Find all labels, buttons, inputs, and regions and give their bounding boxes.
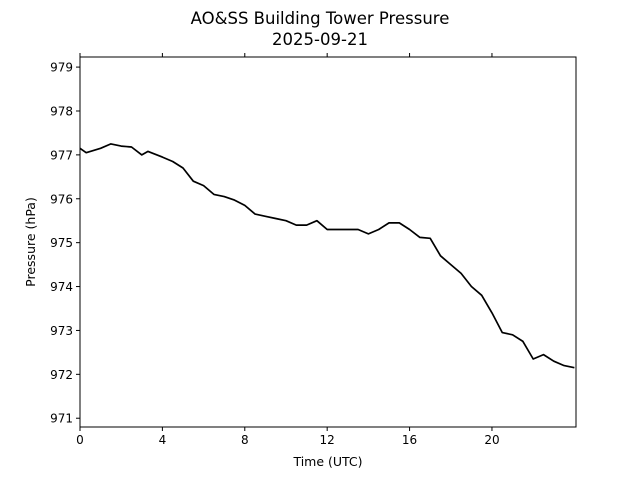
y-tick-label: 972 (50, 368, 73, 382)
pressure-line (79, 143, 575, 369)
x-axis-label: Time (UTC) (292, 454, 362, 469)
x-tick-label: 8 (241, 433, 249, 447)
chart-title: AO&SS Building Tower Pressure (191, 9, 450, 28)
x-tick-label: 4 (159, 433, 167, 447)
y-tick-label: 974 (50, 280, 73, 294)
x-tick-label: 20 (484, 433, 499, 447)
plot-frame (79, 56, 577, 428)
y-tick-label: 976 (50, 192, 73, 206)
chart-subtitle: 2025-09-21 (272, 30, 368, 49)
y-tick-label: 978 (50, 104, 73, 118)
y-tick-label: 979 (50, 61, 73, 75)
y-tick-label: 975 (50, 236, 73, 250)
x-tick-label: 0 (76, 433, 84, 447)
y-tick-label: 977 (50, 148, 73, 162)
x-tick-label: 12 (320, 433, 335, 447)
y-tick-label: 973 (50, 324, 73, 338)
x-tick-label: 16 (402, 433, 417, 447)
y-axis-label: Pressure (hPa) (23, 197, 38, 287)
y-tick-label: 971 (50, 412, 73, 426)
